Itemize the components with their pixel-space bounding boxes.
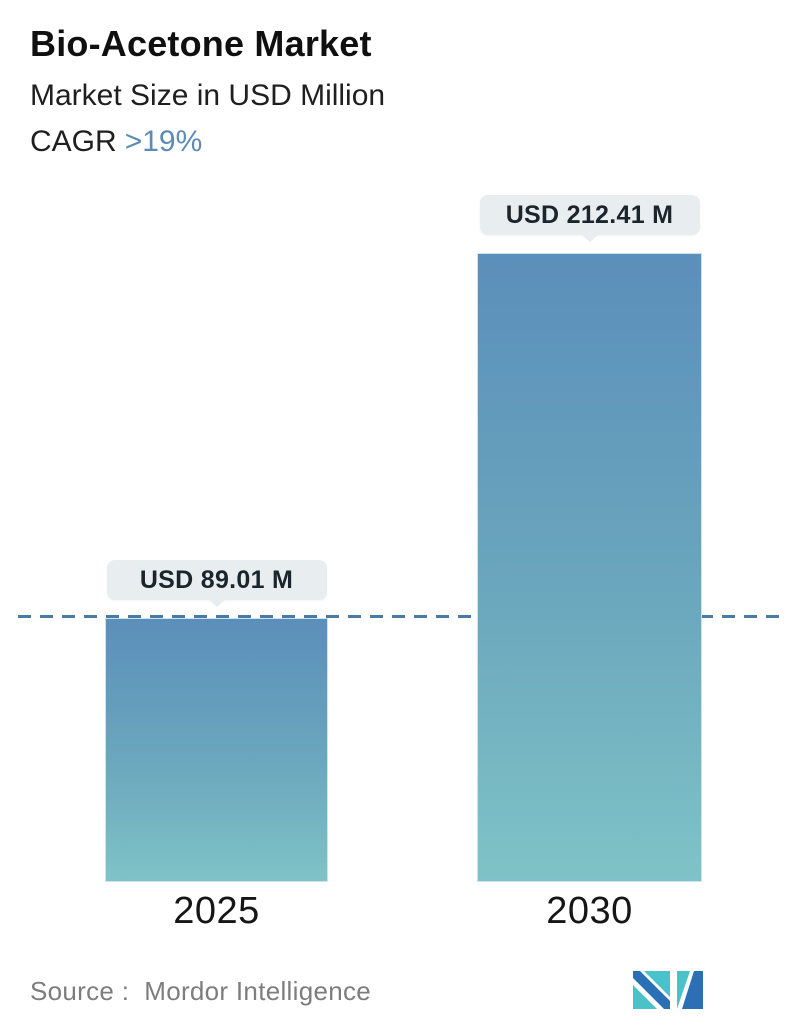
- value-bubble-2030: USD 212.41 M: [479, 195, 700, 235]
- source-value: Mordor Intelligence: [144, 976, 372, 1006]
- bar-2025: [105, 618, 328, 882]
- cagr-label: CAGR: [30, 124, 117, 158]
- source-label: Source :: [30, 976, 130, 1006]
- value-bubble-2025: USD 89.01 M: [106, 560, 327, 600]
- bar-group-2030: USD 212.41 M 2030: [477, 195, 702, 932]
- chart-title: Bio-Acetone Market: [30, 23, 372, 64]
- chart-subtitle: Market Size in USD Million: [30, 79, 386, 113]
- source-line: Source : Mordor Intelligence: [30, 976, 371, 1007]
- mordor-intelligence-logo-icon: [633, 971, 703, 1009]
- bar-2030: [477, 253, 702, 882]
- year-label-2030: 2030: [546, 890, 633, 932]
- cagr-row: CAGR >19%: [30, 125, 385, 160]
- chart-header: Bio-Acetone Market Market Size in USD Mi…: [30, 22, 385, 159]
- dashed-reference-line: [18, 615, 784, 618]
- year-label-2025: 2025: [173, 890, 260, 932]
- cagr-value: >19%: [124, 124, 203, 158]
- bar-group-2025: USD 89.01 M 2025: [105, 560, 328, 932]
